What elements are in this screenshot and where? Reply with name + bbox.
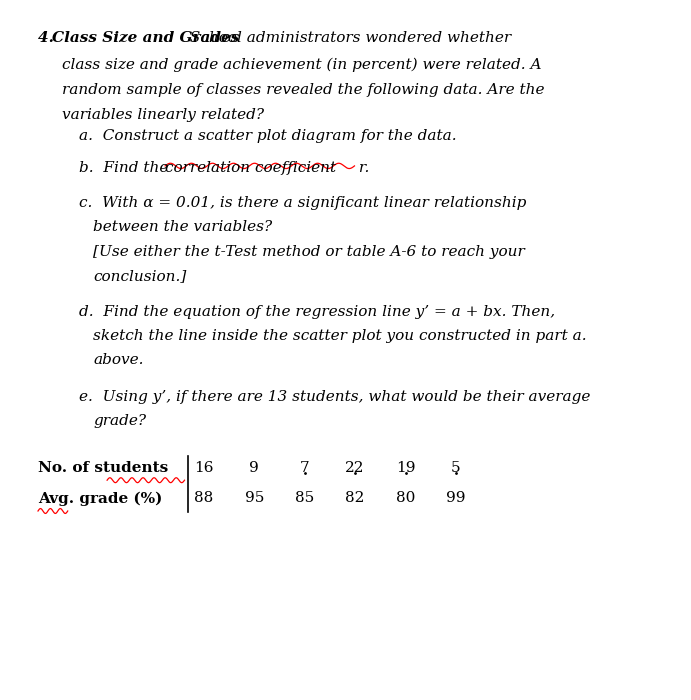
Text: variables linearly related?: variables linearly related? [62,108,264,122]
Text: 80: 80 [396,491,415,505]
Text: a.  Construct a scatter plot diagram for the data.: a. Construct a scatter plot diagram for … [79,129,457,143]
Text: 16: 16 [194,461,214,475]
Text: sketch the line inside the scatter plot you constructed in part a.: sketch the line inside the scatter plot … [93,329,587,343]
Text: between the variables?: between the variables? [93,220,272,234]
Text: correlation coefficient: correlation coefficient [165,161,337,175]
Text: grade?: grade? [93,414,146,428]
Text: conclusion.]: conclusion.] [93,270,187,284]
Text: class size and grade achievement (in percent) were related. A: class size and grade achievement (in per… [62,57,542,72]
Text: b.  Find the: b. Find the [79,161,173,175]
Text: 22: 22 [346,461,365,475]
Text: No. of students: No. of students [38,461,168,475]
Text: School administrators wondered whether: School administrators wondered whether [185,32,511,46]
Text: random sample of classes revealed the following data. Are the: random sample of classes revealed the fo… [62,83,545,97]
Text: 7: 7 [300,461,310,475]
Text: r.: r. [354,161,370,175]
Text: e.  Using y’, if there are 13 students, what would be their average: e. Using y’, if there are 13 students, w… [79,390,591,404]
Text: 85: 85 [295,491,314,505]
Text: 4.: 4. [38,32,59,46]
Text: d.  Find the equation of the regression line y’ = a + bx. Then,: d. Find the equation of the regression l… [79,304,556,318]
Text: 95: 95 [245,491,264,505]
Text: Avg. grade (%): Avg. grade (%) [38,491,162,506]
Text: Class Size and Grades: Class Size and Grades [52,32,239,46]
Text: 88: 88 [194,491,214,505]
Text: [Use either the t-Test method or table A-6 to reach your: [Use either the t-Test method or table A… [93,245,525,259]
Text: 9: 9 [249,461,259,475]
Text: 19: 19 [396,461,415,475]
Text: c.  With α = 0.01, is there a significant linear relationship: c. With α = 0.01, is there a significant… [79,196,527,210]
Text: 82: 82 [346,491,365,505]
Text: above.: above. [93,354,144,368]
Text: 5: 5 [451,461,461,475]
Text: 99: 99 [446,491,466,505]
